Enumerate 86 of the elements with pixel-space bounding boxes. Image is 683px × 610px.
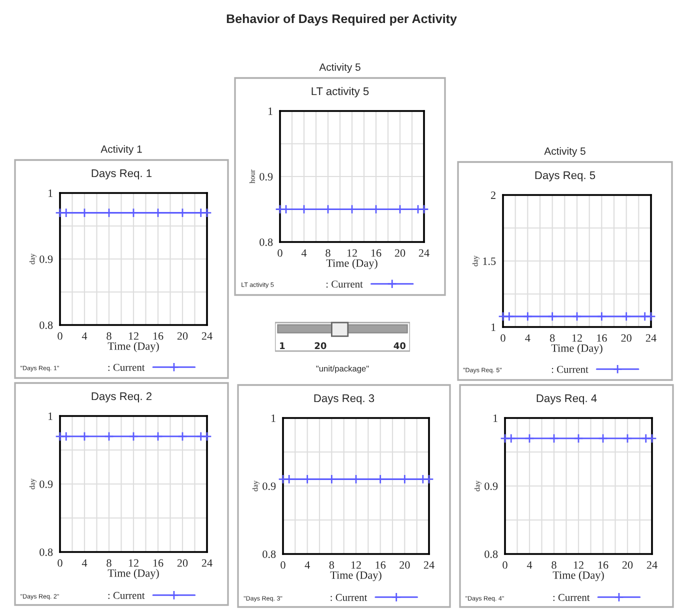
- y-tick-label: 2: [490, 191, 496, 199]
- y-tick-label: 0.9: [40, 255, 53, 264]
- x-tick-label: 12: [128, 332, 138, 340]
- y-tick-label: 0.9: [484, 482, 498, 490]
- legend-label: : Current: [108, 592, 145, 599]
- x-tick-label: 16: [597, 334, 607, 342]
- x-tick-label: 8: [106, 332, 112, 340]
- chart-title: Days Req. 5: [535, 171, 596, 182]
- x-tick-label: 16: [153, 559, 164, 567]
- x-tick-label: 4: [301, 249, 307, 257]
- x-tick-label: 0: [58, 332, 62, 340]
- x-tick-label: 0: [58, 559, 62, 567]
- y-tick-label: 1: [271, 414, 276, 422]
- x-tick-label: 24: [202, 559, 212, 567]
- x-tick-label: 8: [106, 559, 112, 567]
- x-tick-label: 20: [400, 561, 410, 569]
- x-tick-label: 20: [177, 332, 188, 340]
- x-tick-label: 12: [574, 561, 584, 569]
- y-tick-label: 0.8: [262, 550, 276, 558]
- x-tick-label: 20: [621, 334, 632, 342]
- legend-label: : Current: [326, 280, 363, 288]
- x-tick-label: 12: [128, 559, 138, 567]
- legend-label: : Current: [108, 364, 145, 371]
- y-tick-label: 1: [48, 412, 52, 420]
- chart-title: Days Req. 2: [92, 392, 152, 402]
- x-tick-label: 16: [598, 561, 608, 569]
- x-tick-label: 12: [351, 561, 361, 569]
- x-axis-title: Time (Day): [108, 569, 159, 580]
- x-tick-label: 24: [646, 334, 656, 342]
- x-tick-label: 16: [371, 249, 382, 257]
- text: Activity 5: [544, 147, 586, 157]
- x-tick-label: 12: [347, 249, 357, 257]
- text: 40: [394, 342, 406, 350]
- x-tick-label: 24: [202, 332, 212, 340]
- legend-label: : Current: [330, 594, 368, 601]
- text: Behavior of Days Required per Activity: [226, 14, 457, 26]
- y-tick-label: 0.9: [40, 480, 53, 488]
- y-tick-label: 0.8: [484, 550, 498, 558]
- x-tick-label: 16: [153, 332, 164, 340]
- x-tick-label: 8: [552, 561, 556, 569]
- x-axis-title: Time (Day): [108, 342, 159, 352]
- text: Activity 5: [319, 63, 360, 73]
- y-tick-label: 0.9: [262, 482, 276, 490]
- y-tick-label: 1: [493, 414, 498, 422]
- x-tick-label: 4: [525, 334, 530, 342]
- x-tick-label: 4: [526, 561, 532, 569]
- y-tick-label: 1.5: [483, 258, 496, 266]
- x-tick-label: 4: [82, 332, 88, 340]
- x-tick-label: 8: [326, 249, 330, 257]
- x-tick-label: 0: [502, 561, 508, 569]
- x-axis-title: Time (Day): [552, 571, 604, 582]
- x-tick-label: 0: [280, 561, 286, 569]
- text: 20: [314, 342, 326, 350]
- x-tick-label: 4: [82, 559, 88, 567]
- y-tick-label: 1: [48, 190, 52, 197]
- x-tick-label: 8: [550, 334, 555, 342]
- legend-label: : Current: [552, 366, 588, 373]
- x-tick-label: 8: [329, 561, 334, 569]
- chart-title: Days Req. 3: [314, 394, 374, 404]
- x-tick-label: 0: [500, 334, 506, 342]
- y-tick-label: 0.8: [40, 321, 53, 330]
- x-axis-title: Time (Day): [326, 259, 378, 270]
- y-tick-label: 1: [268, 108, 272, 115]
- x-tick-label: 12: [572, 334, 582, 342]
- x-tick-label: 20: [622, 561, 633, 569]
- x-tick-label: 20: [177, 559, 188, 567]
- x-tick-label: 24: [646, 561, 658, 569]
- text: "unit/package": [316, 365, 369, 374]
- legend-label: : Current: [553, 594, 590, 601]
- x-axis-title: Time (Day): [551, 344, 602, 354]
- chart-title: Days Req. 1: [92, 169, 152, 180]
- x-tick-label: 4: [304, 561, 310, 569]
- text: Activity 1: [100, 145, 142, 155]
- x-axis-title: Time (Day): [330, 571, 382, 582]
- y-tick-label: 1: [491, 324, 496, 331]
- x-tick-label: 24: [424, 561, 434, 569]
- y-tick-label: 0.9: [260, 172, 273, 181]
- chart-title: LT activity 5: [312, 87, 369, 98]
- x-tick-label: 16: [376, 561, 386, 569]
- x-tick-label: 24: [418, 249, 430, 257]
- x-tick-label: 0: [278, 249, 282, 257]
- y-tick-label: 0.8: [40, 548, 53, 556]
- x-tick-label: 20: [394, 249, 406, 257]
- chart-title: Days Req. 4: [536, 394, 597, 404]
- y-tick-label: 0.8: [260, 238, 273, 246]
- text: 1: [280, 342, 285, 349]
